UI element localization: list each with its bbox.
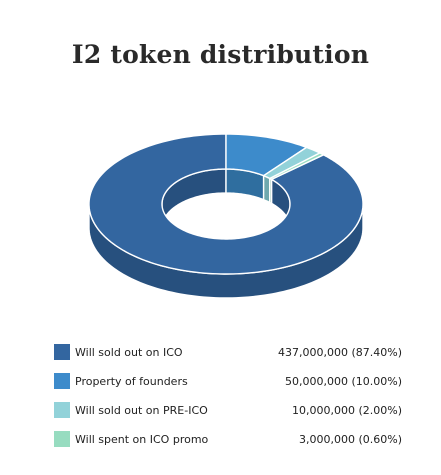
legend-item[interactable]: Will sold out on ICO 437,000,000 (87.40%…	[54, 342, 404, 371]
chart-title: I2 token distribution	[71, 40, 370, 69]
legend-label: Will sold out on ICO	[75, 346, 183, 359]
legend-value: 50,000,000 (10.00%)	[284, 375, 402, 388]
legend-item[interactable]: Will sold out on PRE-ICO 10,000,000 (2.0…	[54, 400, 404, 429]
legend: Will sold out on ICO 437,000,000 (87.40%…	[54, 342, 404, 458]
donut-inner-wall[interactable]	[262, 174, 271, 204]
donut-inner-wall[interactable]	[269, 177, 273, 205]
legend-item[interactable]: Will spent on ICO promo 3,000,000 (0.60%…	[54, 429, 404, 458]
legend-label: Property of founders	[75, 375, 188, 388]
legend-swatch	[54, 344, 70, 360]
legend-value: 437,000,000 (87.40%)	[277, 346, 402, 359]
legend-swatch	[54, 402, 70, 418]
legend-swatch	[54, 431, 70, 447]
legend-label: Will sold out on PRE-ICO	[75, 404, 208, 417]
legend-label: Will spent on ICO promo	[75, 433, 209, 446]
donut-chart	[88, 133, 364, 299]
legend-value: 3,000,000 (0.60%)	[298, 433, 402, 446]
legend-value: 10,000,000 (2.00%)	[291, 404, 402, 417]
donut-top-layer	[88, 133, 364, 275]
legend-item[interactable]: Property of founders 50,000,000 (10.00%)	[54, 371, 404, 400]
donut-slice[interactable]	[269, 152, 325, 181]
legend-swatch	[54, 373, 70, 389]
